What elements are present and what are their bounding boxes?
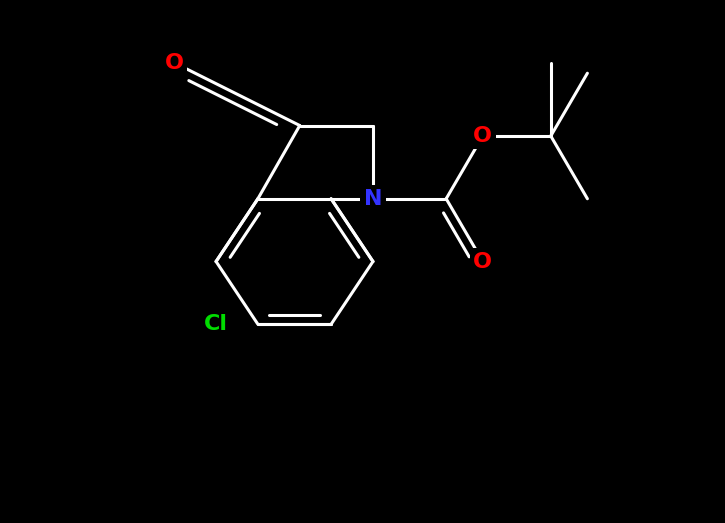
Text: N: N [364,189,382,209]
Text: O: O [473,252,492,271]
Text: O: O [165,53,183,73]
Text: O: O [473,126,492,146]
Text: Cl: Cl [204,314,228,334]
